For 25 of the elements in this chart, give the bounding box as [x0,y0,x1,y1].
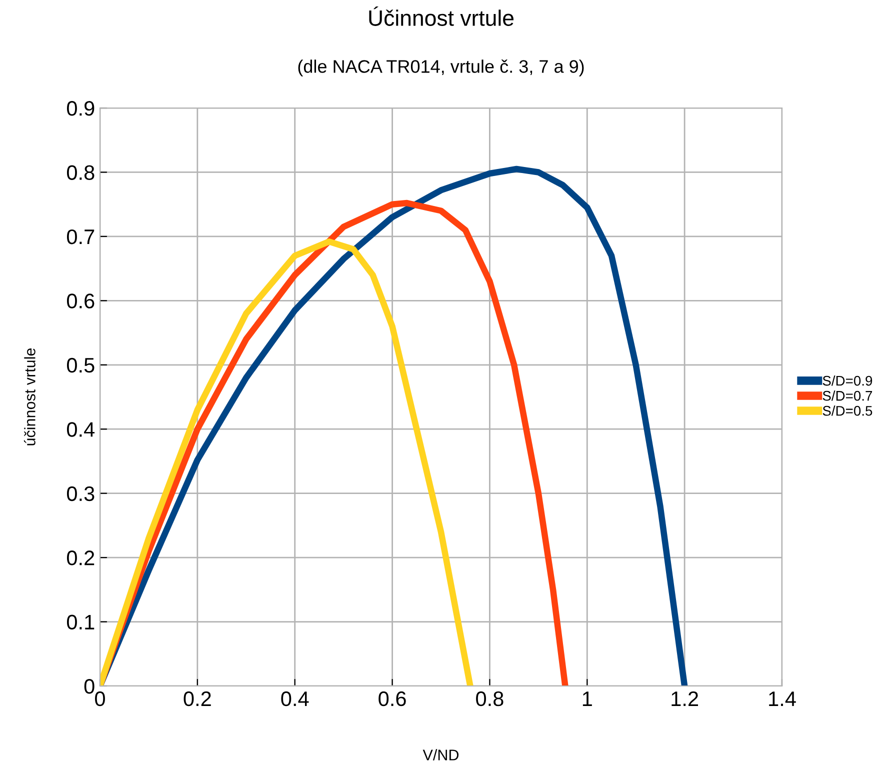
x-tick-label: 1 [582,692,592,706]
x-tick-label: 1.4 [769,692,796,706]
x-tick-label: 0.6 [378,691,406,706]
y-tick-label: 0 [84,679,94,694]
x-tick-label: 0.4 [281,691,309,706]
legend-label: S/D=0.5 [822,406,872,416]
chart-title: Účinnost vrtule [369,6,514,26]
y-tick-label: 0.3 [66,486,94,502]
y-tick-label: 0.2 [66,550,94,566]
x-axis-title: V/ND [422,749,459,760]
x-tick-label: 0.2 [184,691,211,706]
legend-label: S/D=0.7 [822,390,872,401]
y-tick-label: 0.9 [66,101,94,116]
x-tick-label: 1.2 [672,691,698,706]
x-tick-label: 0.8 [476,691,504,706]
chart-subtitle: (dle NACA TR014, vrtule č. 3, 7 a 9) [298,60,584,76]
y-tick-label: 0.7 [66,229,94,244]
x-tick-label: 0 [95,691,105,706]
y-tick-label: 0.1 [66,614,94,630]
y-tick-label: 0.6 [66,294,94,308]
y-tick-label: 0.4 [66,422,95,437]
y-tick-label: 0.8 [66,165,94,180]
y-tick-label: 0.5 [66,358,94,373]
legend-label: S/D=0.9 [822,375,872,386]
y-axis-title: účinnost vrtule [24,348,36,446]
